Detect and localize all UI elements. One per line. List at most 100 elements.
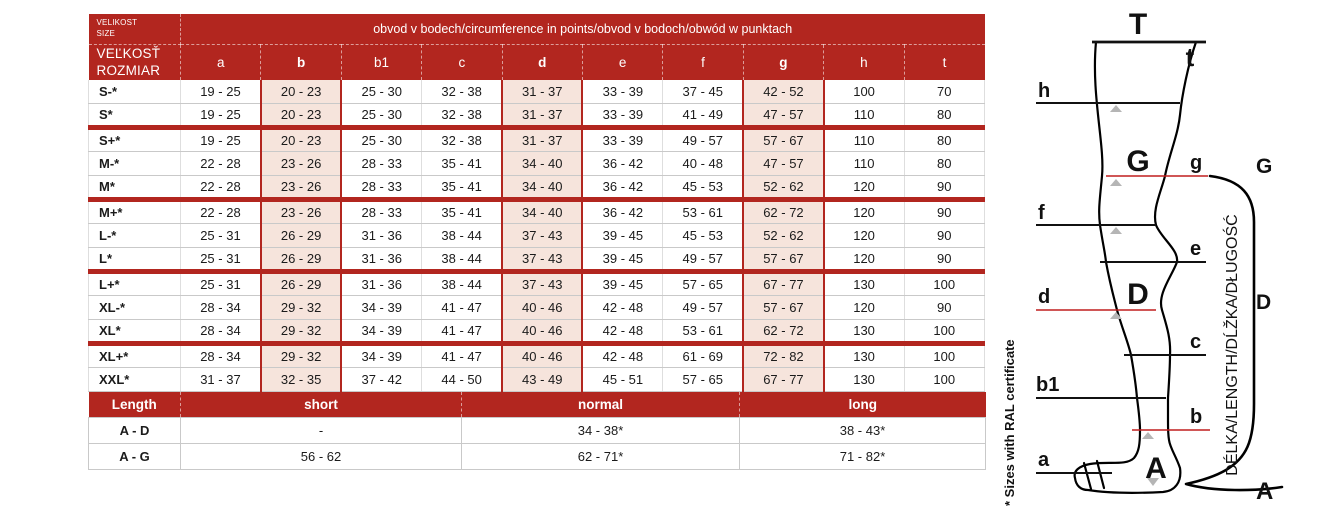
value-cell: 90 bbox=[904, 247, 986, 273]
size-cell: L+* bbox=[88, 269, 181, 297]
value-cell: 19 - 25 bbox=[180, 79, 262, 105]
value-cell: 45 - 53 bbox=[662, 175, 744, 201]
value-cell: 31 - 37 bbox=[180, 367, 262, 393]
value-cell: 31 - 37 bbox=[501, 103, 584, 129]
length-header-long: long bbox=[739, 392, 986, 418]
column-header-a: a bbox=[180, 44, 262, 80]
column-header-b1: b1 bbox=[341, 44, 423, 80]
value-cell: 43 - 49 bbox=[501, 367, 584, 393]
value-cell: 52 - 62 bbox=[742, 175, 825, 201]
table-row: XXL* 31 - 37 32 - 35 37 - 42 44 - 50 43 - 49 4… bbox=[88, 367, 986, 393]
length-header-normal: normal bbox=[461, 392, 740, 418]
value-cell: 28 - 33 bbox=[341, 175, 423, 201]
value-cell: 28 - 34 bbox=[180, 319, 262, 345]
table-row: XL* 28 - 34 29 - 32 34 - 39 41 - 47 40 - 46 42… bbox=[88, 319, 986, 345]
column-header-h: h bbox=[823, 44, 905, 80]
value-cell: 33 - 39 bbox=[582, 125, 664, 153]
table-row: S+* 19 - 25 20 - 23 25 - 30 32 - 38 31 - 37 33… bbox=[88, 125, 986, 153]
value-cell: 23 - 26 bbox=[259, 151, 343, 177]
value-cell: 80 bbox=[904, 103, 986, 129]
value-cell: 100 bbox=[904, 319, 986, 345]
value-cell: 26 - 29 bbox=[259, 247, 343, 273]
length-header-label: Length bbox=[88, 392, 181, 418]
table-row: XL-* 28 - 34 29 - 32 34 - 39 41 - 47 40 - 46 4… bbox=[88, 295, 986, 321]
value-cell: 22 - 28 bbox=[180, 151, 262, 177]
value-cell: 31 - 37 bbox=[501, 79, 584, 105]
value-cell: 37 - 43 bbox=[501, 223, 584, 249]
value-cell: 32 - 38 bbox=[421, 103, 503, 129]
length-bracket bbox=[1184, 174, 1284, 492]
table-row: M-* 22 - 28 23 - 26 28 - 33 35 - 41 34 - 40 36… bbox=[88, 151, 986, 177]
value-cell: 38 - 44 bbox=[421, 247, 503, 273]
value-cell: 41 - 49 bbox=[662, 103, 744, 129]
header-row-columns: VEĽKOSŤ ROZMIAR a b b1 c d e f g h t bbox=[88, 44, 985, 80]
value-cell: 61 - 69 bbox=[662, 341, 744, 369]
value-cell: 40 - 46 bbox=[501, 319, 584, 345]
value-cell: 42 - 48 bbox=[582, 341, 664, 369]
value-cell: 34 - 40 bbox=[501, 197, 584, 225]
length-header-short: short bbox=[180, 392, 462, 418]
table-row: XL+* 28 - 34 29 - 32 34 - 39 41 - 47 40 - 46 4… bbox=[88, 341, 986, 369]
value-cell: 36 - 42 bbox=[582, 151, 664, 177]
length-value-short: 56 - 62 bbox=[180, 442, 462, 470]
column-header-b: b bbox=[260, 44, 342, 80]
value-cell: 34 - 40 bbox=[501, 151, 584, 177]
value-cell: 49 - 57 bbox=[662, 247, 744, 273]
marker-A bbox=[1147, 478, 1159, 486]
value-cell: 100 bbox=[823, 79, 905, 105]
value-cell: 40 - 46 bbox=[501, 341, 584, 369]
value-cell: 70 bbox=[904, 79, 986, 105]
value-cell: 26 - 29 bbox=[259, 269, 343, 297]
value-cell: 36 - 42 bbox=[582, 197, 664, 225]
value-cell: 25 - 31 bbox=[180, 269, 262, 297]
value-cell: 23 - 26 bbox=[259, 175, 343, 201]
value-cell: 32 - 38 bbox=[421, 79, 503, 105]
value-cell: 52 - 62 bbox=[742, 223, 825, 249]
size-cell: XXL* bbox=[88, 367, 181, 393]
value-cell: 41 - 47 bbox=[421, 319, 503, 345]
value-cell: 40 - 46 bbox=[501, 295, 584, 321]
value-cell: 130 bbox=[823, 341, 905, 369]
column-header-g: g bbox=[743, 44, 825, 80]
value-cell: 57 - 65 bbox=[662, 367, 744, 393]
tables-area: VELIKOST SIZE obvod v bodech/circumferen… bbox=[88, 14, 986, 470]
value-cell: 120 bbox=[823, 197, 905, 225]
value-cell: 41 - 47 bbox=[421, 295, 503, 321]
value-cell: 45 - 53 bbox=[662, 223, 744, 249]
length-row-label: A - G bbox=[88, 442, 181, 470]
value-cell: 38 - 44 bbox=[421, 223, 503, 249]
size-cell: M-* bbox=[88, 151, 181, 177]
value-cell: 34 - 39 bbox=[341, 341, 423, 369]
leg-measurement-diagram: T t h G g f e d D c b1 b a A G D A DÉLKA… bbox=[1036, 8, 1284, 505]
ral-certificate-footnote: * Sizes with RAL certificate bbox=[1002, 339, 1017, 506]
value-cell: 26 - 29 bbox=[259, 223, 343, 249]
value-cell: 110 bbox=[823, 151, 905, 177]
circumference-header: obvod v bodech/circumference in points/o… bbox=[180, 14, 985, 45]
table-row: L+* 25 - 31 26 - 29 31 - 36 38 - 44 37 - 43 39… bbox=[88, 269, 986, 297]
value-cell: 57 - 67 bbox=[742, 247, 825, 273]
value-cell: 100 bbox=[904, 341, 986, 369]
label-D-big: D bbox=[1127, 278, 1149, 311]
table-row: M* 22 - 28 23 - 26 28 - 33 35 - 41 34 - 40 36 … bbox=[88, 175, 986, 201]
value-cell: 100 bbox=[904, 367, 986, 393]
marker-g bbox=[1110, 179, 1122, 186]
value-cell: 38 - 44 bbox=[421, 269, 503, 297]
size-table: VELIKOST SIZE obvod v bodech/circumferen… bbox=[88, 14, 986, 393]
value-cell: 80 bbox=[904, 151, 986, 177]
value-cell: 57 - 65 bbox=[662, 269, 744, 297]
value-cell: 39 - 45 bbox=[582, 223, 664, 249]
value-cell: 80 bbox=[904, 125, 986, 153]
marker-d bbox=[1110, 312, 1122, 319]
value-cell: 39 - 45 bbox=[582, 269, 664, 297]
label-T: T bbox=[1129, 8, 1147, 41]
value-cell: 110 bbox=[823, 103, 905, 129]
marker-h bbox=[1110, 105, 1122, 112]
value-cell: 39 - 45 bbox=[582, 247, 664, 273]
value-cell: 31 - 37 bbox=[501, 125, 584, 153]
value-cell: 32 - 38 bbox=[421, 125, 503, 153]
size-cell: M+* bbox=[88, 197, 181, 225]
value-cell: 57 - 67 bbox=[742, 125, 825, 153]
value-cell: 36 - 42 bbox=[582, 175, 664, 201]
value-cell: 67 - 77 bbox=[742, 367, 825, 393]
size-cell: XL+* bbox=[88, 341, 181, 369]
